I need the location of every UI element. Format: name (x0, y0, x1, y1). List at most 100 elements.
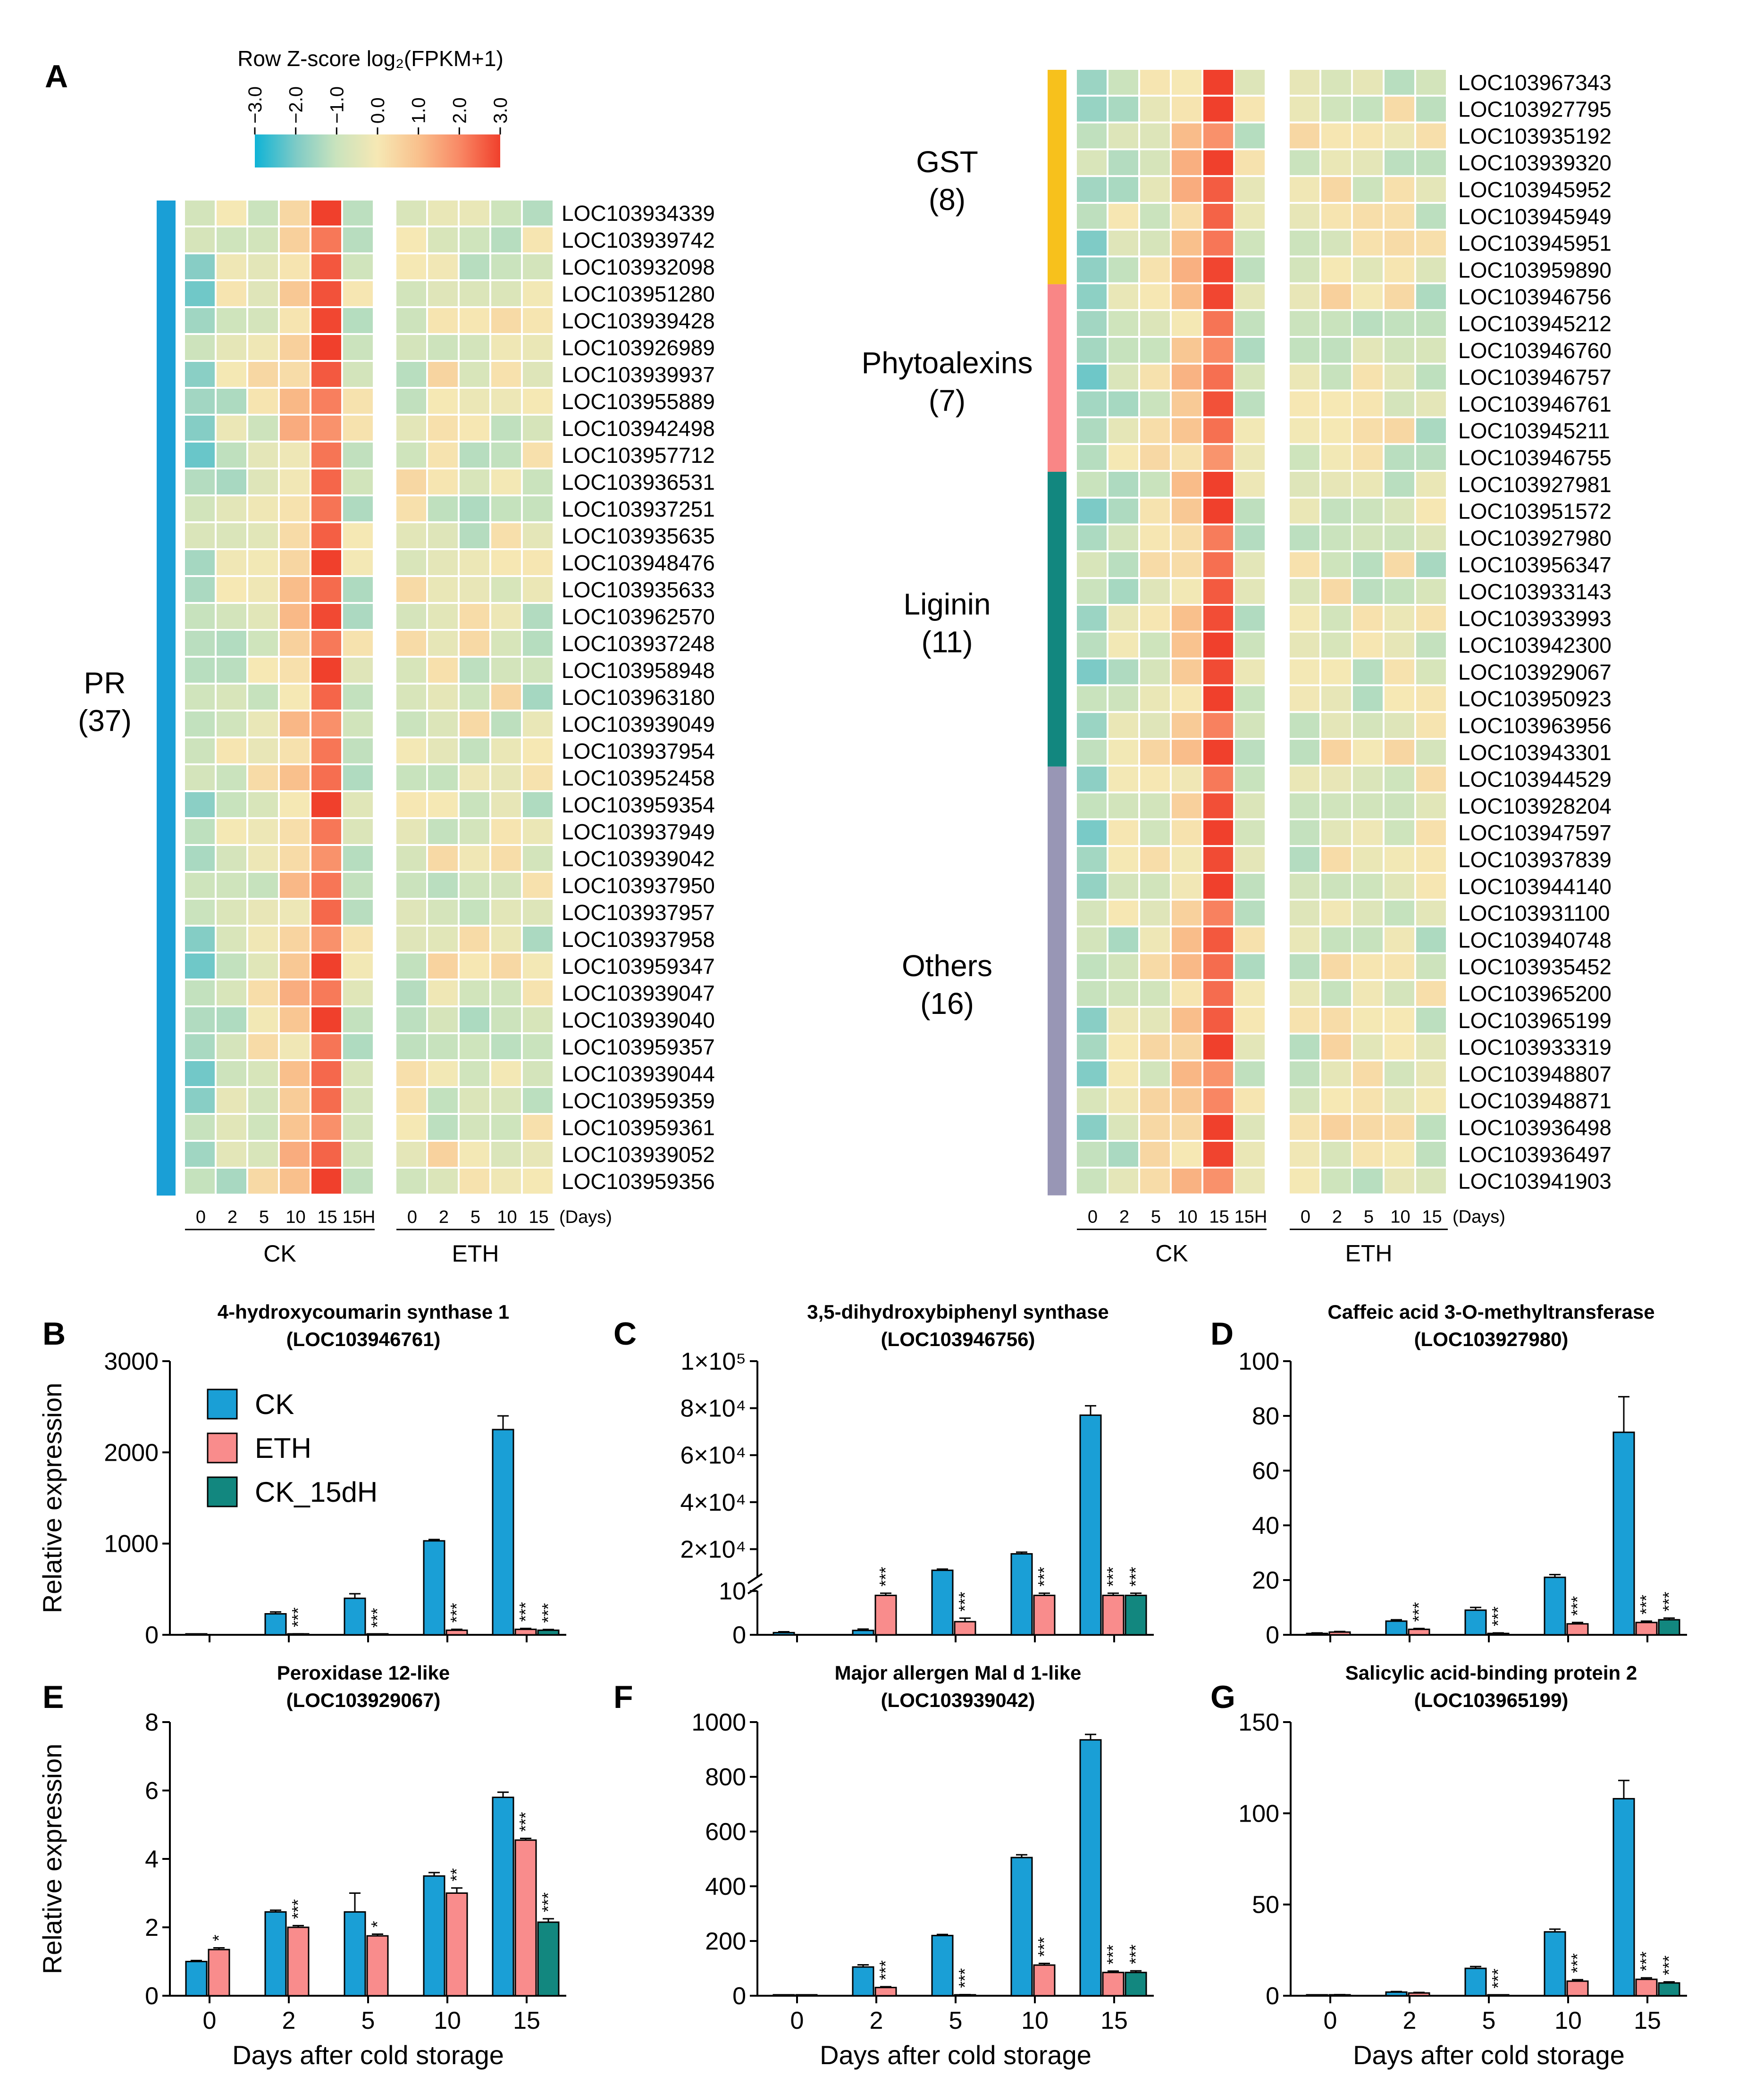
heat-cell (1108, 445, 1138, 470)
gene-label: LOC103945952 (1458, 177, 1612, 202)
heat-cell (1416, 659, 1446, 685)
heat-cell (460, 846, 489, 871)
heat-cell (428, 227, 458, 252)
significance-label: *** (1637, 1595, 1656, 1615)
heat-cell (248, 685, 278, 710)
heat-cell (185, 1061, 215, 1086)
bar-ck (1306, 1632, 1328, 1636)
heat-cell (343, 281, 373, 306)
heat-cell (428, 1115, 458, 1140)
heat-cell (185, 389, 215, 414)
heat-cell (1290, 338, 1319, 363)
day-tick-eth: 5 (470, 1207, 480, 1227)
gene-label: LOC103941903 (1458, 1169, 1612, 1194)
heat-cell (1203, 740, 1233, 765)
gene-label: LOC103935635 (562, 524, 715, 548)
heat-cell (1290, 820, 1319, 845)
heat-cell (185, 496, 215, 521)
heat-cell (1290, 230, 1319, 256)
gene-label: LOC103959357 (562, 1035, 715, 1059)
heat-cell (1203, 793, 1233, 819)
gene-label: LOC103967343 (1458, 70, 1612, 95)
heat-cell (460, 980, 489, 1005)
heat-cell (396, 1169, 426, 1194)
heat-cell (248, 1142, 278, 1167)
heat-cell (491, 362, 521, 387)
heat-cell (1172, 418, 1201, 443)
heat-cell (1321, 579, 1351, 604)
heat-cell (1108, 713, 1138, 738)
panel-letter-c: C (613, 1316, 637, 1352)
heat-cell (1321, 632, 1351, 658)
heat-cell (1416, 96, 1446, 122)
heat-cell (1203, 927, 1233, 953)
day-tick-eth: 15 (1422, 1207, 1442, 1227)
heat-cell (1235, 659, 1265, 685)
day-tick-eth: 15 (529, 1207, 548, 1227)
gene-label: LOC103942498 (562, 416, 715, 441)
heat-cell (1203, 632, 1233, 658)
heat-cell (311, 685, 341, 710)
chart-title: Salicylic acid-binding protein 2 (1345, 1662, 1637, 1684)
y-tick-label: 2000 (104, 1439, 159, 1466)
heat-cell (1077, 150, 1107, 176)
colorbar-tick-label: 0.0 (368, 97, 388, 124)
day-tick-ck: 15 (317, 1207, 337, 1227)
panel-letter-a: A (45, 59, 68, 94)
heat-cell (217, 873, 246, 898)
heat-cell (428, 389, 458, 414)
heat-cell (1385, 391, 1414, 417)
heat-cell (343, 631, 373, 656)
heat-cell (428, 416, 458, 441)
heat-cell (185, 604, 215, 629)
heat-cell (1353, 311, 1383, 336)
heat-cell (311, 604, 341, 629)
day-tick-eth: 2 (439, 1207, 449, 1227)
heat-cell (1108, 177, 1138, 202)
heat-cell (1108, 981, 1138, 1006)
day-tick-ck: 15 (1209, 1207, 1229, 1227)
heat-cell (311, 308, 341, 333)
gene-label: LOC103959361 (562, 1115, 715, 1140)
heat-cell (217, 577, 246, 602)
significance-label: *** (1126, 1567, 1145, 1587)
heat-cell (460, 1088, 489, 1113)
heat-cell (1108, 820, 1138, 845)
heat-cell (1290, 766, 1319, 792)
heat-cell (1290, 740, 1319, 765)
heat-cell (523, 765, 553, 790)
heat-cell (1140, 338, 1170, 363)
heat-cell (217, 604, 246, 629)
x-tick-label: 2 (282, 2007, 296, 2034)
x-tick-label: 0 (790, 2007, 804, 2034)
heat-cell (343, 1088, 373, 1113)
heat-cell (1385, 177, 1414, 202)
colorbar-tick-label: 3.0 (490, 97, 511, 124)
heat-cell (248, 469, 278, 494)
bar-ck (1385, 1620, 1408, 1636)
heat-cell (1108, 472, 1138, 497)
heat-cell (280, 658, 310, 683)
y-tick-label: 4 (145, 1846, 159, 1873)
heat-cell (1290, 579, 1319, 604)
heat-cell (343, 523, 373, 548)
heat-cell (523, 980, 553, 1005)
gene-label: LOC103959359 (562, 1088, 715, 1113)
heat-cell (1416, 632, 1446, 658)
heat-cell (523, 658, 553, 683)
colorbar-title: Row Z-score log₂(FPKM+1) (237, 46, 504, 71)
heat-cell (248, 792, 278, 817)
bar-eth (874, 1594, 897, 1636)
heat-cell (1321, 123, 1351, 149)
heat-cell (343, 1007, 373, 1032)
heat-cell (460, 1142, 489, 1167)
heat-cell (396, 362, 426, 387)
heat-cell (523, 577, 553, 602)
heat-cell (1321, 1142, 1351, 1167)
heat-cell (343, 1169, 373, 1194)
heat-cell (523, 523, 553, 548)
heat-cell (217, 335, 246, 360)
heat-cell (1290, 311, 1319, 336)
x-tick-label: 5 (361, 2007, 375, 2034)
heat-cell (280, 1061, 310, 1086)
